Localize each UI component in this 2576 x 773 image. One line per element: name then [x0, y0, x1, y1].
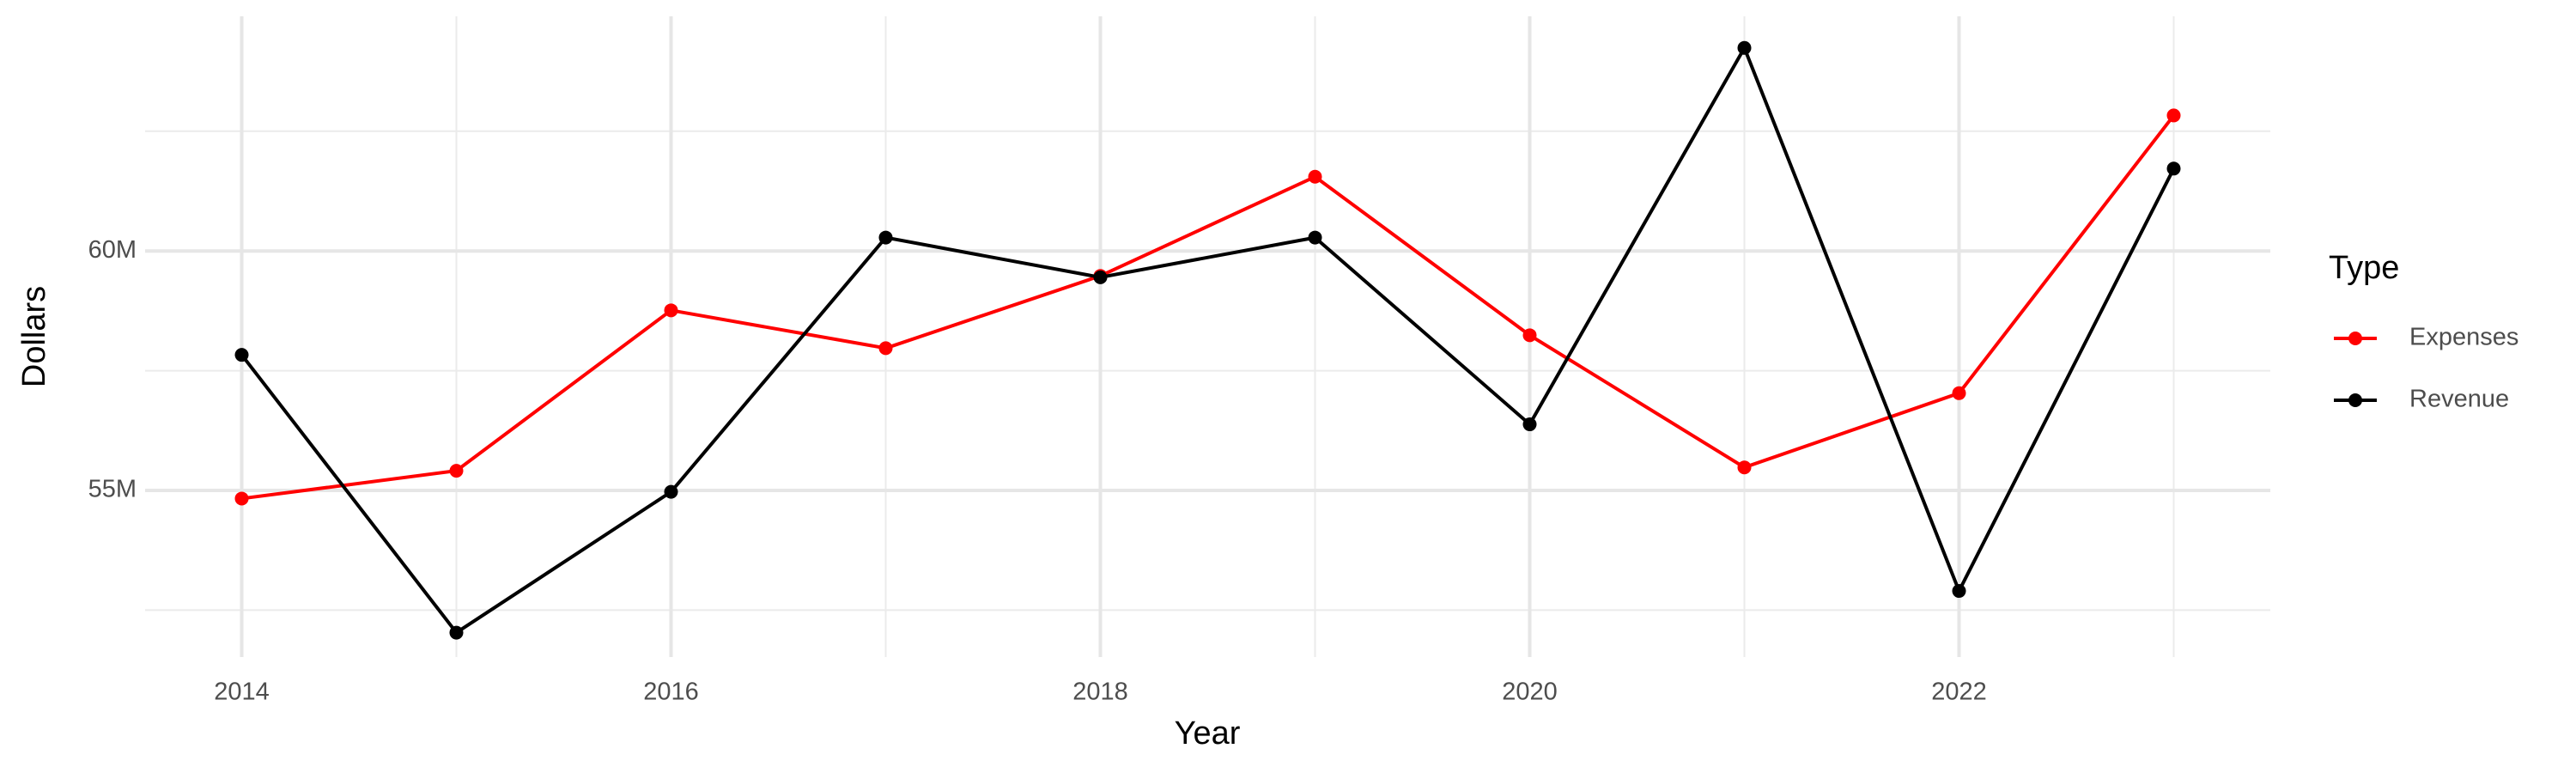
- x-axis-title: Year: [1175, 715, 1241, 752]
- series-line: [241, 114, 2176, 501]
- legend-swatch-point: [2348, 332, 2362, 345]
- data-point: [664, 484, 678, 499]
- data-point: [1308, 169, 1322, 184]
- series-line: [240, 44, 2176, 636]
- legend-title: Type: [2329, 250, 2399, 286]
- data-point: [878, 341, 893, 356]
- legend-swatch-point: [2348, 393, 2362, 407]
- data-point: [1952, 584, 1966, 599]
- data-point: [1737, 460, 1752, 475]
- legend-label: Expenses: [2409, 324, 2518, 351]
- x-tick-label: 2016: [643, 679, 699, 706]
- y-tick-label: 60M: [88, 236, 137, 264]
- x-tick-label: 2022: [1931, 679, 1987, 706]
- x-tick-label: 2018: [1072, 679, 1128, 706]
- x-tick-label: 2020: [1502, 679, 1558, 706]
- data-point: [664, 303, 678, 318]
- data-point: [234, 491, 249, 506]
- legend-label: Revenue: [2409, 386, 2509, 413]
- data-point: [1522, 328, 1537, 343]
- y-tick-label: 55M: [88, 476, 137, 503]
- data-point: [2166, 161, 2181, 176]
- data-point: [449, 464, 464, 478]
- data-point: [1952, 386, 1966, 400]
- data-point: [1522, 417, 1537, 432]
- x-tick-label: 2014: [214, 679, 270, 706]
- data-point: [2166, 108, 2181, 123]
- data-point: [449, 625, 464, 640]
- y-axis-title: Dollars: [16, 286, 52, 387]
- data-point: [1737, 40, 1752, 55]
- data-point: [1093, 270, 1108, 284]
- data-point: [1308, 230, 1322, 245]
- data-point: [878, 230, 893, 245]
- data-point: [234, 348, 249, 362]
